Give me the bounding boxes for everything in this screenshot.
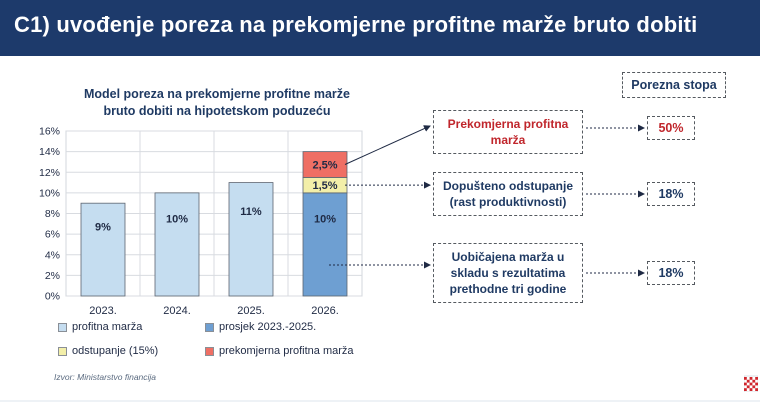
crest-square <box>749 388 753 391</box>
legend-item-prekomjerna: prekomjerna profitna marža <box>205 345 354 357</box>
slide-header: C1) uvođenje poreza na prekomjerne profi… <box>0 0 760 56</box>
legend-label-prosjek: prosjek 2023.-2025. <box>219 321 317 333</box>
rate-header-box: Porezna stopa <box>622 72 726 98</box>
croatian-coat-of-arms-logo <box>744 375 758 392</box>
y-tick-label: 8% <box>45 208 60 220</box>
crest-square <box>755 382 758 386</box>
crest-square <box>746 385 750 389</box>
x-tick-label: 2025. <box>237 305 265 317</box>
explanation-excess-margin: Prekomjerna profitna marža <box>447 117 569 147</box>
rate-allowed-deviation: 18% <box>658 187 684 201</box>
explanation-box-allowed-deviation: Dopušteno odstupanje (rast produktivnost… <box>433 172 583 216</box>
data-label: 2,5% <box>312 160 337 172</box>
crest-square <box>755 388 758 391</box>
crest-square <box>752 379 756 383</box>
data-label: 1,5% <box>312 180 337 192</box>
connector-arrow <box>344 125 431 165</box>
rate-box-allowed-deviation: 18% <box>647 182 695 206</box>
legend-item-profitna-marza: profitna marža <box>58 321 142 333</box>
x-tick-label: 2023. <box>89 305 117 317</box>
crest-square <box>749 382 753 386</box>
x-tick-label: 2026. <box>311 305 339 317</box>
legend-swatch-prekomjerna <box>205 346 214 356</box>
explanation-box-usual-margin: Uobičajena marža u skladu s rezultatima … <box>433 243 583 303</box>
slide-title: C1) uvođenje poreza na prekomjerne profi… <box>14 12 698 37</box>
legend-swatch-profitna-marza <box>58 322 67 332</box>
crest-square <box>744 388 747 391</box>
crest-square <box>746 379 750 383</box>
explanation-allowed-deviation: Dopušteno odstupanje (rast produktivnost… <box>443 179 573 209</box>
data-label: 9% <box>95 221 111 233</box>
source-note: Izvor: Ministarstvo financija <box>54 372 157 382</box>
rate-box-excess-margin: 50% <box>647 116 695 140</box>
legend-item-prosjek: prosjek 2023.-2025. <box>205 321 316 333</box>
crest-square <box>752 385 756 389</box>
crest-square <box>755 377 758 380</box>
bar-segment <box>154 192 200 297</box>
x-tick-label: 2024. <box>163 305 191 317</box>
crest-square <box>744 382 747 386</box>
data-label: 11% <box>240 206 262 218</box>
rate-header: Porezna stopa <box>631 78 717 92</box>
legend-swatch-odstupanje <box>58 346 67 356</box>
crest-square <box>744 377 747 380</box>
y-tick-label: 2% <box>45 270 60 282</box>
y-tick-label: 12% <box>39 167 60 179</box>
data-label: 10% <box>166 214 188 226</box>
bar-segment <box>302 151 348 178</box>
explanation-box-excess-margin: Prekomjerna profitna marža <box>433 110 583 154</box>
legend-item-odstupanje: odstupanje (15%) <box>58 345 158 357</box>
crest-square <box>749 377 753 380</box>
footer-divider <box>0 400 760 402</box>
bar-segment <box>80 202 126 297</box>
y-tick-label: 14% <box>39 146 60 158</box>
rate-usual-margin: 18% <box>658 266 684 280</box>
rate-excess-margin: 50% <box>658 121 684 135</box>
rate-box-usual-margin: 18% <box>647 261 695 285</box>
bar-segment <box>228 182 274 297</box>
legend-label-profitna-marza: profitna marža <box>72 321 143 333</box>
y-tick-label: 4% <box>45 249 60 261</box>
chart-title: Model poreza na prekomjerne profitne mar… <box>83 87 351 118</box>
y-tick-label: 16% <box>39 126 60 138</box>
legend-label-odstupanje: odstupanje (15%) <box>72 345 159 357</box>
y-tick-label: 6% <box>45 229 60 241</box>
legend-swatch-prosjek <box>205 322 214 332</box>
data-label: 10% <box>314 214 336 226</box>
chart-area: 0% 2% 4% 6% 8% 10% 12% 14% 16% 9% 2023. 10% 2024. 11… <box>39 124 645 317</box>
y-tick-label: 10% <box>39 187 60 199</box>
explanation-usual-margin: Uobičajena marža u skladu s rezultatima … <box>449 250 567 296</box>
legend-label-prekomjerna: prekomjerna profitna marža <box>219 345 354 357</box>
y-tick-label: 0% <box>45 291 60 303</box>
bar-segment <box>302 192 348 297</box>
